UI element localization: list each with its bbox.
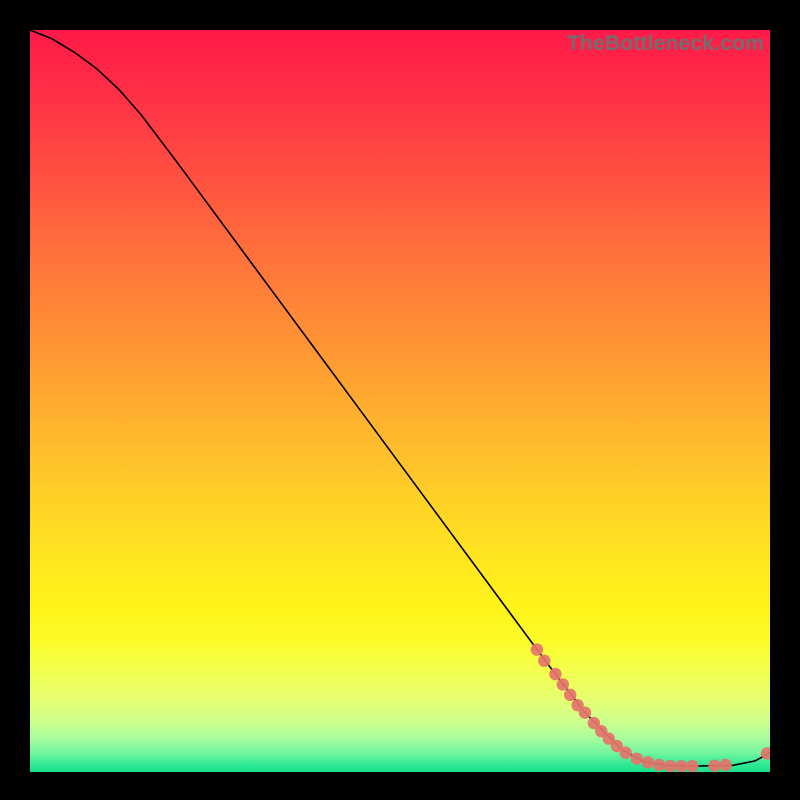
scatter-point	[675, 760, 687, 772]
scatter-point	[549, 668, 561, 680]
chart-svg	[30, 30, 770, 772]
chart-frame: TheBottleneck.com	[0, 0, 800, 800]
scatter-point	[620, 747, 632, 759]
scatter-point	[538, 655, 550, 667]
plot-area	[30, 30, 770, 772]
scatter-point	[564, 689, 576, 701]
scatter-point	[642, 756, 654, 768]
curve-line	[30, 30, 770, 766]
scatter-markers	[531, 643, 770, 772]
scatter-point	[719, 759, 731, 771]
scatter-point	[664, 760, 676, 772]
scatter-point	[686, 760, 698, 772]
scatter-point	[708, 759, 720, 771]
scatter-point	[579, 706, 591, 718]
scatter-point	[531, 643, 543, 655]
scatter-point	[557, 678, 569, 690]
scatter-point	[631, 752, 643, 764]
scatter-point	[653, 759, 665, 771]
watermark-text: TheBottleneck.com	[567, 32, 764, 56]
